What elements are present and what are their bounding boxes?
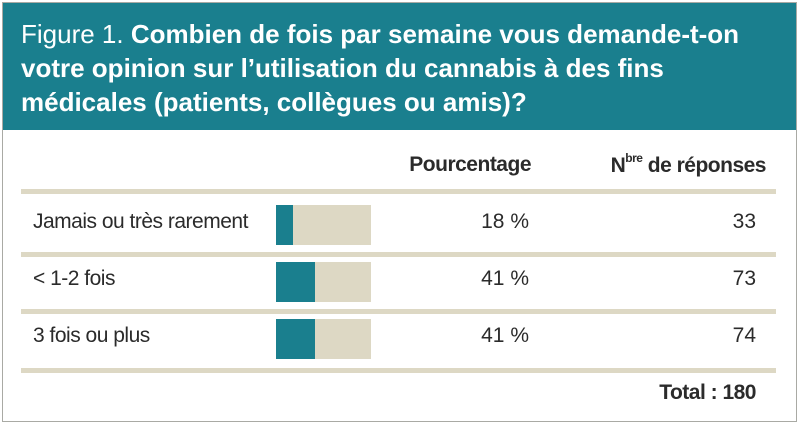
bar-track	[276, 205, 371, 245]
figure-label: Figure 1.	[21, 19, 124, 49]
row-label: 3 fois ou plus	[33, 324, 150, 347]
bar-track	[276, 319, 371, 359]
bar-track	[276, 262, 371, 302]
header-separator	[21, 189, 776, 194]
total-count: Total : 180	[659, 381, 756, 404]
column-header-responses: Nbre de réponses	[610, 151, 767, 178]
row-count: 73	[732, 267, 756, 290]
column-header-percentage: Pourcentage	[409, 153, 531, 176]
bar-fill	[276, 319, 315, 359]
table-row: < 1-2 fois 41 % 73	[3, 257, 796, 307]
row-separator	[21, 309, 776, 314]
row-separator	[21, 252, 776, 257]
table-row: 3 fois ou plus 41 % 74	[3, 314, 796, 364]
column-header-responses-suffix: de réponses	[642, 154, 767, 177]
row-count: 74	[732, 324, 756, 347]
bar-fill	[276, 262, 315, 302]
bar-fill	[276, 205, 294, 245]
row-percentage: 41 %	[481, 324, 529, 347]
row-percentage: 18 %	[481, 210, 529, 233]
table-row: Jamais ou très rarement 18 % 33	[3, 200, 796, 250]
row-percentage: 41 %	[481, 267, 529, 290]
footer-separator	[21, 368, 776, 373]
row-label: < 1-2 fois	[33, 267, 115, 290]
column-header-responses-sup: bre	[625, 151, 643, 165]
column-header-responses-prefix: N	[610, 154, 626, 177]
row-count: 33	[732, 210, 756, 233]
row-label: Jamais ou très rarement	[33, 210, 248, 233]
figure-title: Combien de fois par semaine vous demande…	[21, 19, 740, 117]
figure-header: Figure 1. Combien de fois par semaine vo…	[3, 3, 796, 130]
